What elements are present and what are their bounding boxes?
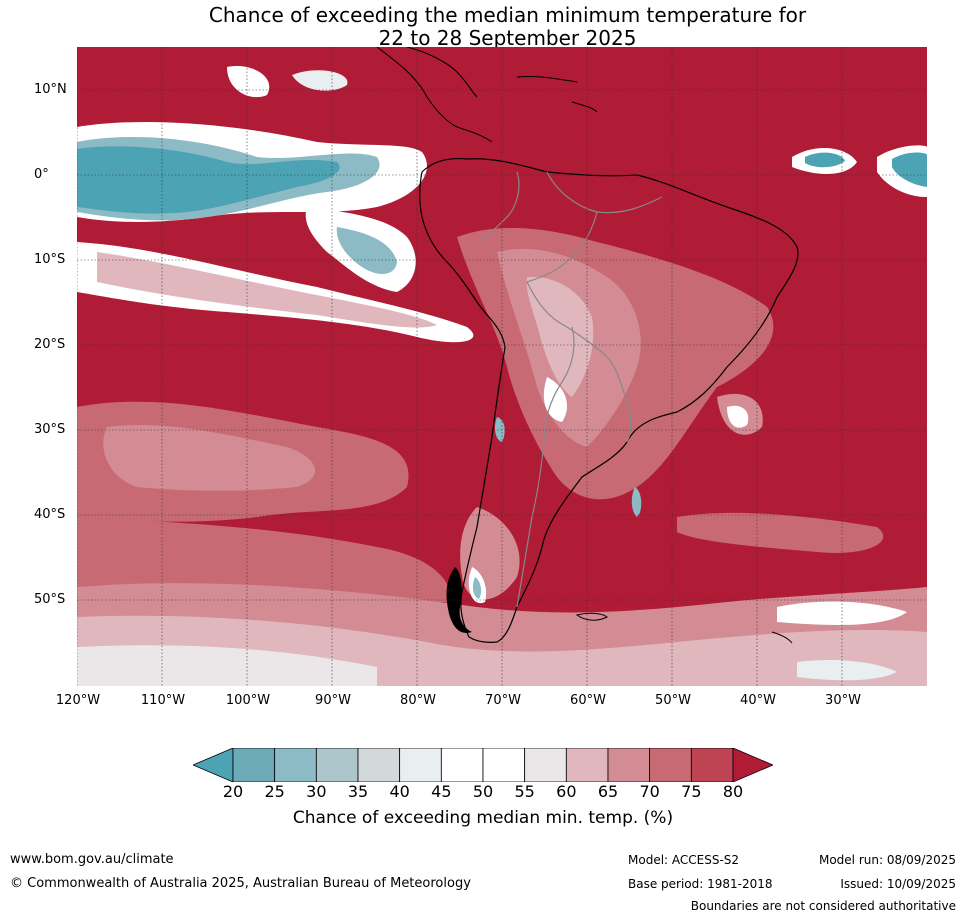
continental-anomalies: [457, 227, 774, 604]
website-link[interactable]: www.bom.gov.au/climate: [10, 852, 174, 867]
colorbar-tick-label: 20: [222, 782, 244, 801]
colorbar-tick-label: 65: [597, 782, 619, 801]
title-line-2: 22 to 28 September 2025: [378, 26, 637, 50]
lon-label-30w: 30°W: [825, 693, 861, 708]
issued-text: Issued: 10/09/2025: [840, 877, 956, 891]
lat-label-10n: 10°N: [34, 82, 67, 97]
colorbar-label: Chance of exceeding median min. temp. (%…: [292, 808, 674, 828]
central-america: [376, 47, 793, 644]
colorbar-segment: [482, 747, 526, 783]
atlantic-cool-patches: [792, 145, 927, 197]
southern-ocean-bands: [77, 401, 927, 686]
graticule: [77, 47, 927, 686]
colorbar-tick-label: 80: [722, 782, 744, 801]
colorbar-segment: [440, 747, 484, 783]
colorbar-tick-label: 40: [389, 782, 410, 801]
south-america-coastline: [419, 157, 799, 643]
lon-label-50w: 50°W: [655, 693, 691, 708]
colorbar-segment: [232, 747, 276, 783]
map-title: Chance of exceeding the median minimum t…: [0, 4, 965, 50]
colorbar-segment: [399, 747, 442, 783]
title-line-1: Chance of exceeding the median minimum t…: [208, 3, 807, 27]
lat-label-10s: 10°S: [34, 252, 66, 267]
lat-label-20s: 20°S: [34, 337, 66, 352]
base-period-text: Base period: 1981-2018: [628, 877, 773, 891]
colorbar-segment: [607, 747, 651, 783]
colorbar-tick-label: 25: [264, 782, 285, 801]
lat-label-50s: 50°S: [34, 592, 66, 607]
colorbar-segment: [357, 747, 401, 783]
colorbar: [191, 747, 775, 783]
colorbar-segment: [315, 747, 359, 783]
forecast-map: [77, 47, 927, 686]
colorbar-segment: [690, 747, 734, 783]
lon-label-120w: 120°W: [55, 693, 101, 708]
lon-label-40w: 40°W: [740, 693, 776, 708]
lon-label-70w: 70°W: [485, 693, 521, 708]
disclaimer-text: Boundaries are not considered authoritat…: [690, 899, 956, 913]
colorbar-segment: [524, 747, 567, 783]
colorbar-tick-label: 55: [514, 782, 535, 801]
colorbar-tick-label: 70: [639, 782, 660, 801]
colorbar-segment: [274, 747, 317, 783]
lat-label-0: 0°: [34, 167, 49, 182]
colorbar-tick-label: 50: [472, 782, 494, 801]
lon-label-80w: 80°W: [400, 693, 436, 708]
pacific-equatorial-band: [77, 66, 474, 343]
country-borders: [476, 171, 663, 608]
colorbar-tick-label: 35: [347, 782, 369, 801]
model-text: Model: ACCESS-S2: [628, 853, 740, 867]
colorbar-tick-label: 30: [306, 782, 327, 801]
copyright-text: © Commonwealth of Australia 2025, Austra…: [10, 876, 471, 891]
colorbar-segment: [649, 747, 692, 783]
colorbar-segment: [565, 747, 609, 783]
lon-label-60w: 60°W: [570, 693, 606, 708]
colorbar-tick-label: 60: [556, 782, 577, 801]
colorbar-over-arrow: [732, 747, 775, 783]
lat-label-30s: 30°S: [34, 422, 66, 437]
lat-label-40s: 40°S: [34, 507, 66, 522]
colorbar-tick-label: 45: [431, 782, 452, 801]
lon-label-90w: 90°W: [315, 693, 351, 708]
colorbar-tick-label: 75: [681, 782, 702, 801]
lon-label-100w: 100°W: [225, 693, 271, 708]
model-run-text: Model run: 08/09/2025: [818, 853, 956, 867]
colorbar-under-arrow: [191, 747, 234, 783]
lon-label-110w: 110°W: [140, 693, 186, 708]
